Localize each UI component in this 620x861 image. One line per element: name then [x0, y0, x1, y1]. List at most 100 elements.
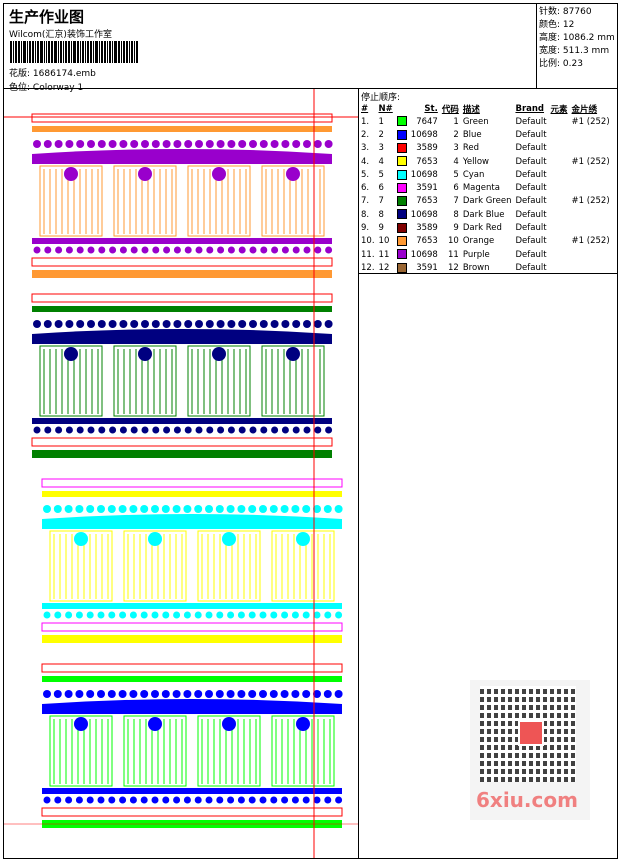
cell-st: 10698 — [410, 209, 438, 220]
bead — [54, 796, 62, 804]
bead — [271, 426, 279, 434]
bead — [130, 426, 138, 434]
bead — [259, 611, 267, 619]
bead — [260, 426, 268, 434]
bead — [129, 690, 138, 698]
barcode — [10, 41, 138, 63]
cell-desc: Magenta — [462, 183, 500, 194]
flower — [74, 717, 88, 731]
cell-st: 7647 — [416, 116, 438, 127]
bead — [54, 611, 62, 619]
cell-idx: 3. — [361, 143, 370, 154]
bead — [280, 505, 289, 513]
column-header: Brand — [515, 103, 545, 114]
cell-n: 4 — [378, 156, 384, 167]
bead — [237, 796, 245, 804]
bead — [183, 505, 192, 513]
cell-idx: 5. — [361, 169, 370, 180]
bead — [151, 611, 159, 619]
column-header: # — [361, 103, 369, 114]
bead — [65, 796, 73, 804]
bead — [119, 140, 128, 148]
arch-band — [32, 149, 332, 164]
cell-code: 5 — [453, 169, 459, 180]
panel — [123, 715, 187, 787]
cell-brand: Default — [515, 236, 547, 247]
trim-band — [42, 491, 342, 497]
bead — [206, 246, 214, 254]
watermark-text: 6xiu.com — [476, 788, 578, 812]
cell-code: 11 — [448, 249, 459, 260]
studio-name: Wilcom(汇京)装饰工作室 — [9, 30, 112, 40]
bead — [215, 690, 224, 698]
bead — [249, 320, 257, 328]
bead — [281, 140, 290, 148]
arch-band — [42, 514, 342, 529]
bead — [217, 246, 225, 254]
bead — [118, 690, 127, 698]
cell-idx: 10. — [361, 236, 375, 247]
color-stop-row: 5. 5 10698 5 Cyan Default — [359, 168, 612, 181]
bead — [76, 426, 84, 434]
color-stop-row: 2. 2 10698 2 Blue Default — [359, 128, 612, 141]
bead — [314, 246, 322, 254]
cell-desc: Dark Red — [462, 223, 502, 234]
bead — [281, 246, 289, 254]
bead — [238, 320, 247, 328]
bead — [314, 426, 322, 434]
trim-band — [42, 635, 342, 643]
bead — [109, 246, 117, 254]
bead — [87, 320, 95, 328]
bead — [151, 505, 159, 513]
column-header: 描述 — [462, 104, 480, 115]
bead — [108, 320, 117, 328]
design-width: 宽度: 511.3 mm — [539, 46, 610, 56]
color-swatch — [396, 129, 407, 140]
cell-desc: Cyan — [462, 169, 485, 180]
flower — [212, 167, 226, 181]
cell-desc: Yellow — [462, 156, 490, 167]
bead — [129, 796, 137, 804]
bead — [323, 690, 332, 698]
bead — [205, 140, 214, 148]
color-swatch — [396, 222, 407, 233]
bead — [269, 690, 278, 698]
bead — [184, 140, 193, 148]
bead — [270, 796, 278, 804]
bead — [151, 320, 160, 328]
color-swatch — [396, 169, 407, 180]
bead — [238, 246, 246, 254]
bead — [335, 796, 343, 804]
bead — [237, 611, 245, 619]
logo-icon — [518, 720, 544, 746]
bead — [205, 320, 214, 328]
bead — [33, 246, 41, 254]
bead — [141, 246, 149, 254]
bead — [107, 505, 116, 513]
color-swatch — [396, 142, 407, 153]
bead — [53, 690, 62, 698]
bead — [109, 426, 117, 434]
bead — [86, 505, 95, 513]
cell-sequin: #1 (252) — [571, 236, 610, 247]
cell-brand: Default — [515, 262, 547, 273]
column-header: 代码 — [441, 104, 459, 115]
bead — [183, 611, 191, 619]
panel — [261, 165, 325, 237]
panel — [49, 715, 113, 787]
bead — [302, 690, 311, 698]
bead — [227, 611, 235, 619]
bead — [227, 320, 236, 328]
bead — [97, 505, 105, 513]
bead — [238, 140, 247, 148]
panel — [123, 530, 187, 602]
flower — [212, 347, 226, 361]
bead — [141, 426, 149, 434]
cell-st: 7653 — [416, 156, 438, 167]
color-stop-row: 10. 10 7653 10 Orange Default #1 (252) — [359, 235, 612, 248]
base-band — [42, 788, 342, 794]
bead — [108, 611, 116, 619]
bead — [303, 320, 311, 328]
bead — [205, 611, 213, 619]
bead — [226, 690, 235, 698]
